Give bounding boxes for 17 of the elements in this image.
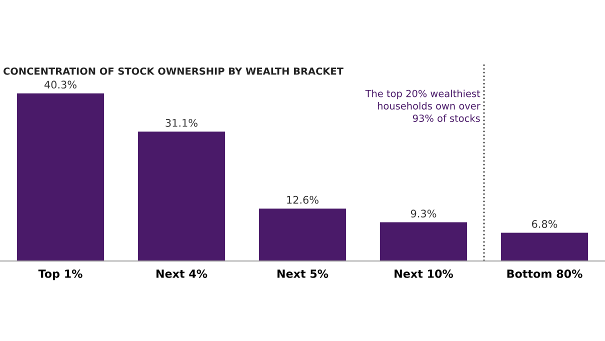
- bar: [380, 222, 468, 261]
- data-label: 6.8%: [532, 220, 558, 228]
- bar: [258, 208, 346, 261]
- x-tick-label: Next 4%: [156, 270, 208, 278]
- x-tick-label: Top 1%: [38, 270, 82, 280]
- bar: [500, 232, 588, 261]
- bar: [16, 93, 104, 261]
- x-tick-label: Bottom 80%: [507, 270, 582, 278]
- data-label: 40.3%: [44, 80, 76, 89]
- data-label: 12.6%: [287, 196, 318, 204]
- annotation: The top 20% wealthiest households own over 93% of stocks: [365, 90, 480, 122]
- data-label: 9.3%: [410, 210, 436, 218]
- bar: [138, 132, 226, 261]
- data-label: 31.1%: [166, 118, 198, 127]
- x-tick-label: Next 10%: [394, 270, 454, 278]
- chart-title: CONCENTRATION OF STOCK OWNERSHIP BY WEALTH BRACKET: [4, 67, 344, 75]
- x-tick-label: Next 5%: [278, 270, 328, 278]
